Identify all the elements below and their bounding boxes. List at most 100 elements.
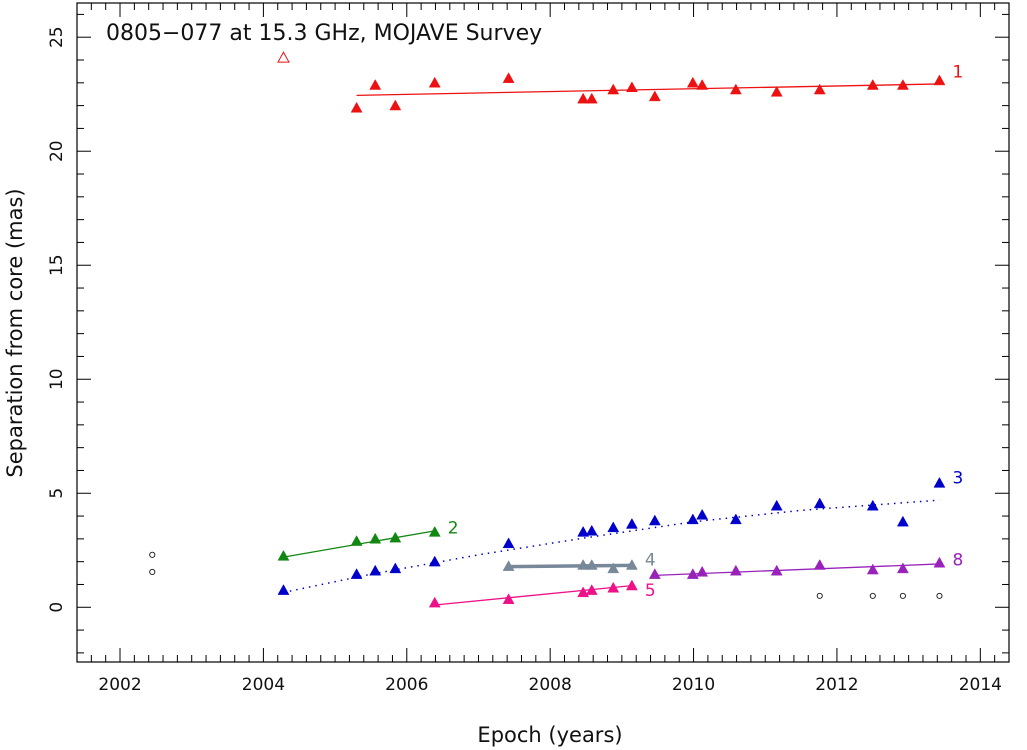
point-series-3 (896, 515, 909, 527)
point-series-3 (686, 513, 699, 525)
point-series-2 (428, 526, 441, 537)
point-series-3 (585, 524, 598, 536)
series-label-5: 5 (645, 581, 656, 601)
x-tick-label: 2004 (242, 675, 285, 695)
y-tick-label: 5 (47, 488, 67, 499)
point-series-1 (625, 81, 638, 93)
point-series-8 (696, 565, 709, 577)
unassociated-point (869, 592, 876, 599)
point-series-3 (648, 514, 661, 526)
y-axis-label: Separation from core (mas) (3, 188, 27, 477)
fit-line-1 (356, 83, 940, 97)
unassociated-point (899, 592, 906, 599)
point-series-4 (607, 562, 620, 574)
unassociated-point (816, 592, 823, 599)
point-series-2 (277, 549, 290, 561)
x-tick-label: 2006 (385, 675, 428, 695)
point-series-1 (933, 74, 946, 86)
point-series-3 (729, 513, 742, 525)
x-tick-label: 2012 (815, 675, 858, 695)
series-label-4: 4 (645, 550, 656, 570)
point-series-5 (577, 586, 590, 598)
point-series-8 (729, 564, 742, 576)
point-series-5 (502, 593, 515, 604)
point-series-1 (686, 76, 699, 88)
unassociated-point (149, 551, 156, 558)
axis-ticks (76, 3, 1010, 662)
point-series-4 (585, 559, 598, 570)
series-label-3: 3 (952, 468, 963, 488)
point-series-1 (696, 79, 709, 90)
point-series-8 (813, 559, 826, 570)
point-series-2 (350, 535, 363, 546)
point-series-1 (350, 101, 363, 113)
point-series-1 (607, 83, 620, 95)
unassociated-point (936, 592, 943, 599)
unassociated-point (149, 568, 156, 575)
point-series-5 (428, 596, 441, 608)
point-series-1 (577, 92, 590, 104)
point-series-3 (866, 499, 879, 511)
point-series-5 (585, 584, 598, 595)
point-series-1 (648, 90, 661, 102)
series-labels: 1 2 3 4 5 8 (448, 62, 964, 601)
point-series-5 (607, 581, 620, 593)
point-series-3 (625, 518, 638, 529)
x-axis-label: Epoch (years) (477, 723, 622, 747)
point-series-8 (866, 563, 879, 575)
series-label-2: 2 (448, 518, 459, 538)
point-series-1 (896, 79, 909, 90)
fit-line-8 (654, 563, 940, 576)
point-series-3 (933, 476, 946, 488)
point-series-8 (648, 568, 661, 579)
point-series-3 (502, 537, 515, 549)
point-series-3 (277, 584, 290, 595)
point-series-1 (389, 99, 402, 111)
y-tick-label: 20 (47, 140, 67, 162)
point-series-3 (607, 521, 620, 533)
point-series-1 (813, 83, 826, 95)
x-tick-label: 2014 (959, 675, 1002, 695)
x-tick-label: 2010 (672, 675, 715, 695)
point-series-1 (770, 85, 783, 97)
y-tick-label: 25 (47, 26, 67, 48)
point-series-3 (369, 564, 382, 576)
fit-line-4 (508, 563, 632, 569)
point-series-8 (686, 568, 699, 579)
point-series-8 (770, 564, 783, 576)
point-series-1 (729, 83, 742, 95)
y-tick-label: 10 (47, 368, 67, 390)
point-series-3 (577, 526, 590, 537)
x-tick-label: 2002 (98, 675, 141, 695)
point-series-4 (577, 559, 590, 570)
plot-frame (76, 2, 1010, 663)
point-series-3 (389, 562, 402, 574)
fit-line-5 (434, 584, 632, 606)
chart-title: 0805−077 at 15.3 GHz, MOJAVE Survey (106, 21, 542, 46)
x-tick-label: 2008 (529, 675, 572, 695)
data-points (149, 51, 946, 608)
point-series-8 (933, 556, 946, 568)
fit-line-3 (283, 499, 940, 594)
point-series-3 (696, 508, 709, 520)
point-series-1 (369, 79, 382, 90)
series-label-1: 1 (952, 62, 963, 82)
point-series-3 (813, 497, 826, 509)
open-triangle-point (277, 51, 290, 63)
series-label-8: 8 (952, 550, 963, 570)
point-series-1 (585, 92, 598, 104)
point-series-3 (770, 499, 783, 511)
point-series-1 (428, 76, 441, 88)
point-series-3 (428, 555, 441, 567)
point-series-1 (866, 79, 879, 90)
point-series-2 (389, 531, 402, 543)
point-series-3 (350, 568, 363, 579)
point-series-4 (625, 559, 638, 570)
point-series-1 (502, 72, 515, 83)
y-tick-label: 15 (47, 254, 67, 276)
point-series-2 (369, 532, 382, 544)
point-series-8 (896, 562, 909, 574)
point-series-5 (625, 579, 638, 591)
